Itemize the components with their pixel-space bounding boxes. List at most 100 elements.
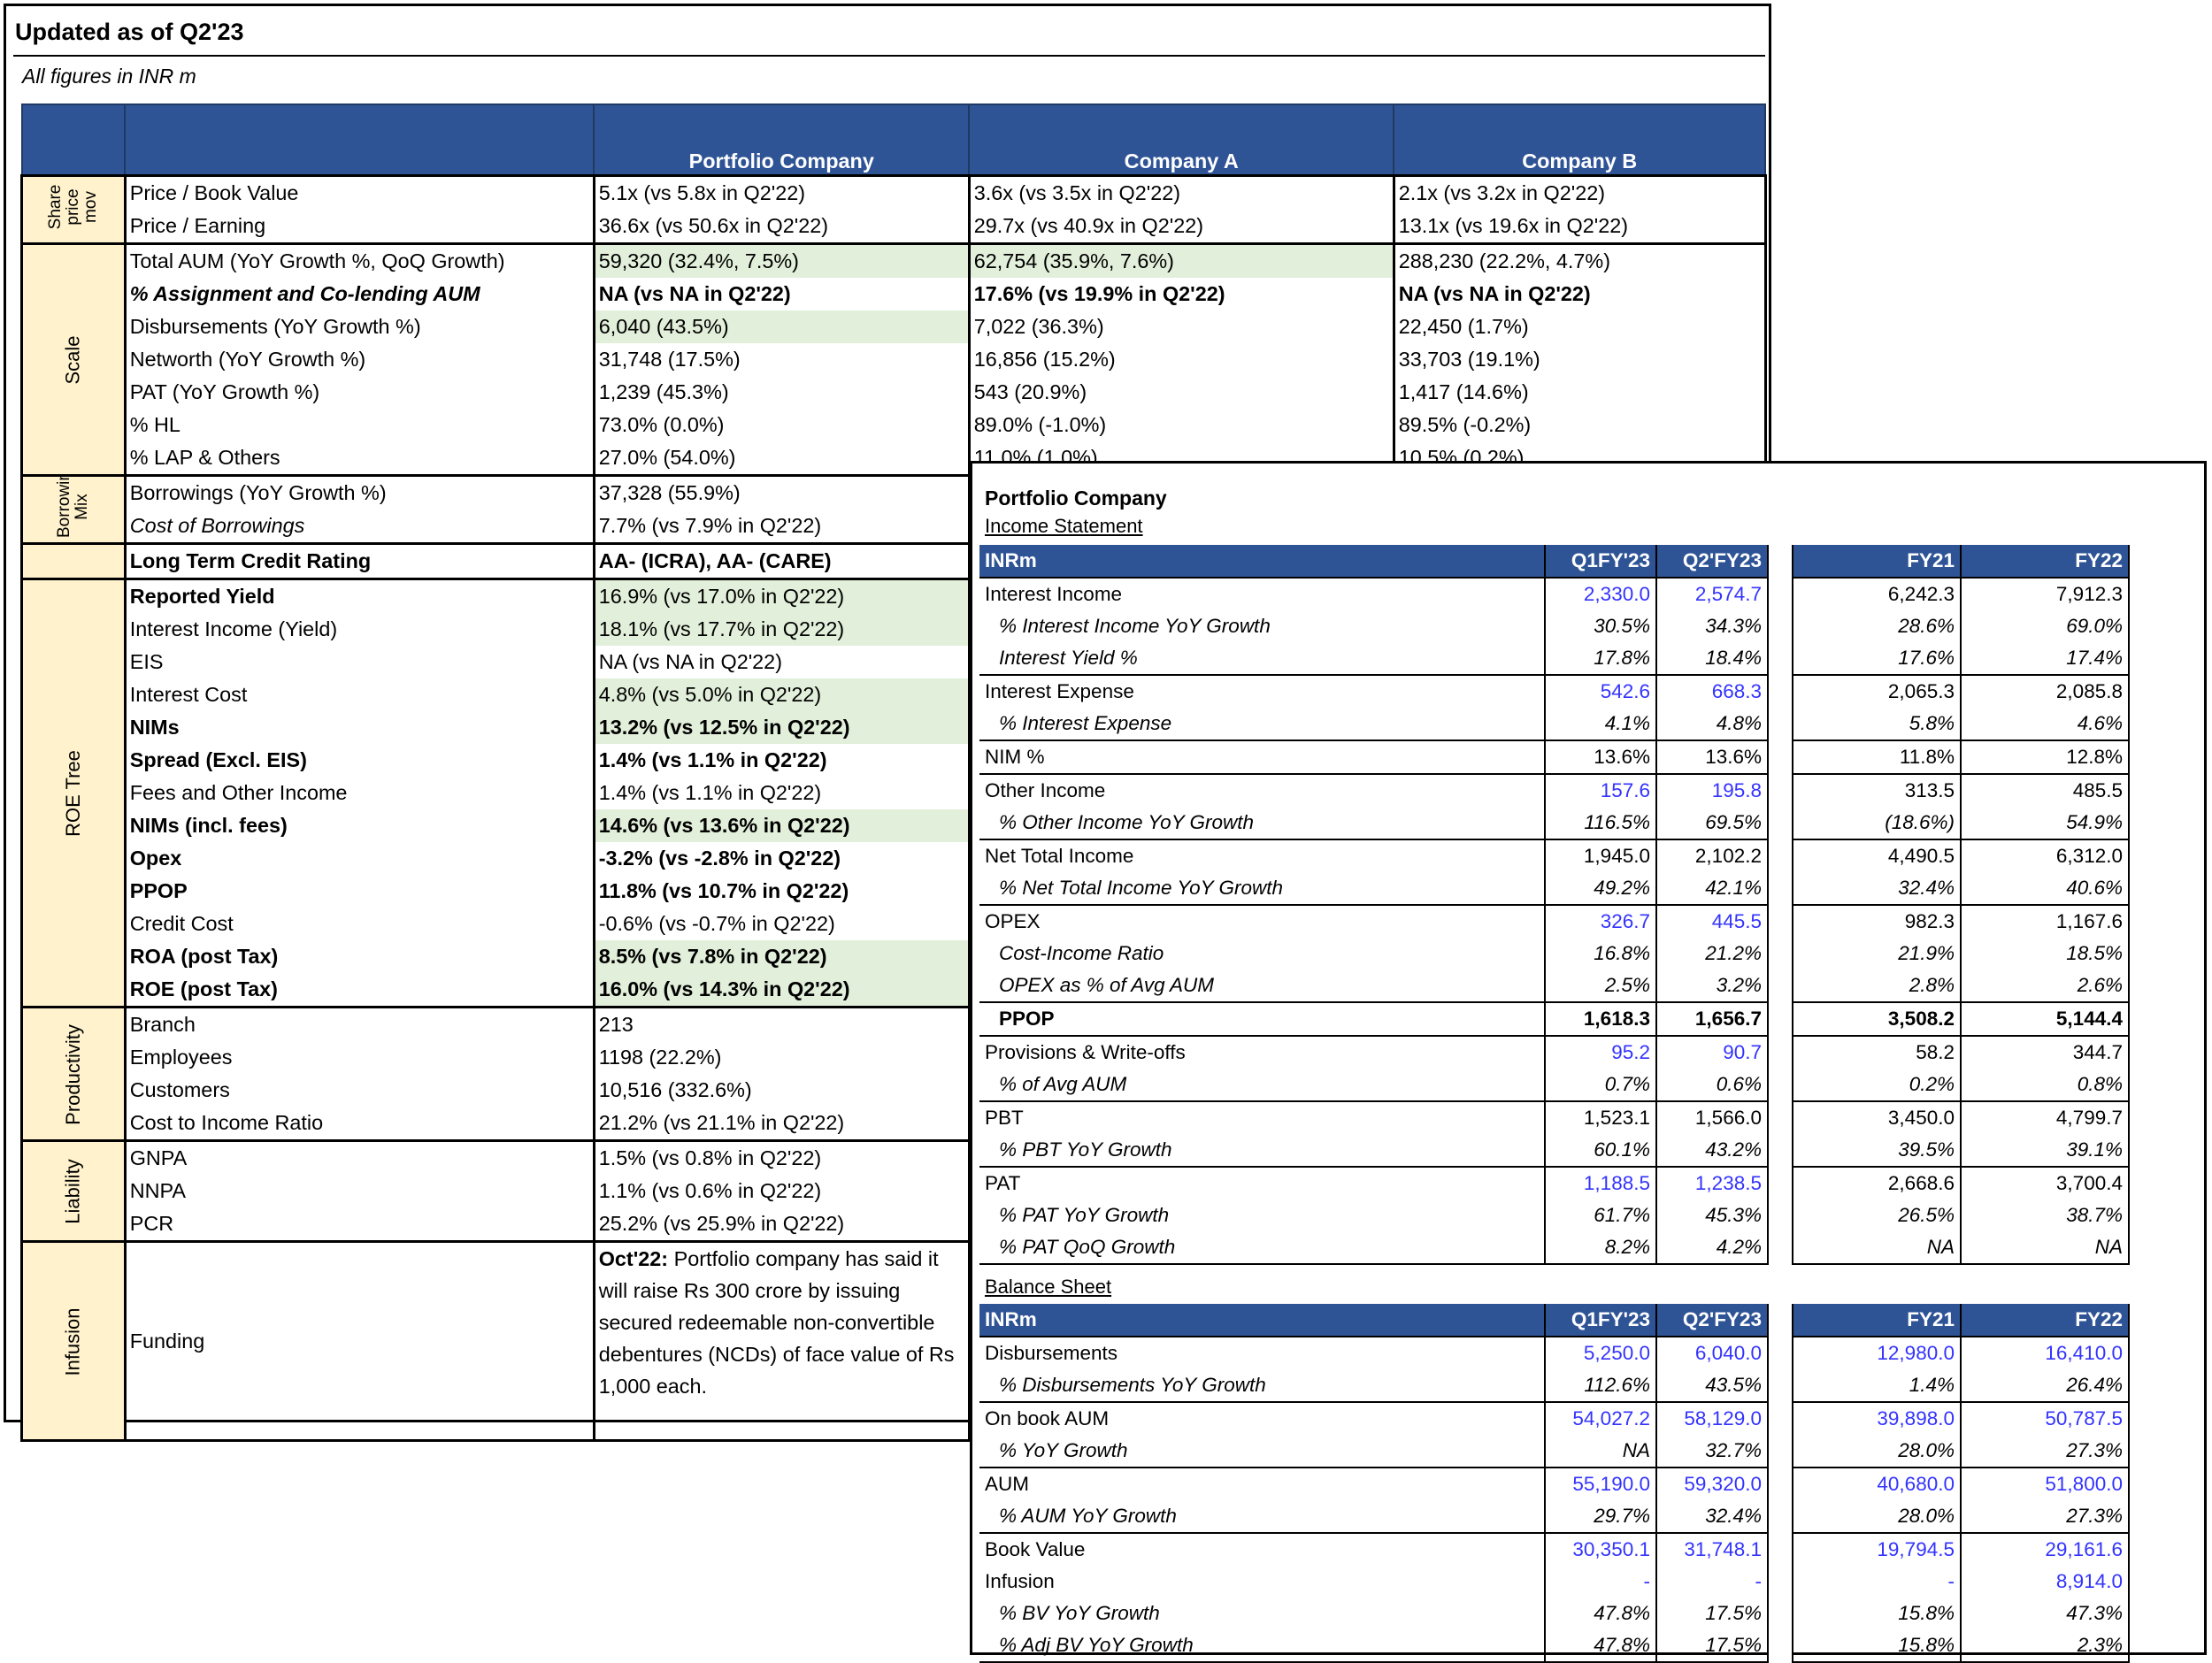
value-fy21: - xyxy=(1792,1566,1961,1598)
column-gap xyxy=(1768,1598,1793,1629)
line-item-label: Interest Yield % xyxy=(999,647,1138,669)
column-gap xyxy=(1768,610,1793,642)
value-fy22: 16,410.0 xyxy=(1960,1336,2130,1369)
line-item-label: PPOP xyxy=(979,1001,1545,1036)
line-item-label: PBT xyxy=(979,1100,1545,1134)
header-portfolio-company: Portfolio Company xyxy=(593,103,971,177)
metric-label: Spread (Excl. EIS) xyxy=(123,744,595,777)
line-item-label: PAT xyxy=(979,1166,1545,1199)
value-q2: 1,566.0 xyxy=(1655,1100,1769,1134)
column-gap xyxy=(1768,642,1793,675)
company-a-value: 17.6% (vs 19.9% in Q2'22) xyxy=(967,278,1395,310)
metric-label: Opex xyxy=(123,842,595,875)
value-q1: 30.5% xyxy=(1544,610,1656,642)
row-group-label: Liability xyxy=(20,1139,127,1243)
table-row: % LAP & Others 27.0% (54.0%) 11.0% (1.0%) 1… xyxy=(22,441,1767,476)
line-item-label: Disbursements xyxy=(979,1336,1545,1369)
financials-row: Interest Expense 542.6 668.3 2,065.3 2,085.8 xyxy=(979,674,2130,708)
company-b-value: 89.5% (-0.2%) xyxy=(1392,409,1767,441)
value-q2: 21.2% xyxy=(1655,938,1769,969)
line-item-label: % Disbursements YoY Growth xyxy=(999,1374,1266,1396)
value-fy21: 19,794.5 xyxy=(1792,1532,1961,1566)
metric-label: PAT (YoY Growth %) xyxy=(123,376,595,409)
metric-label: Customers xyxy=(123,1074,595,1107)
value-q2: 17.5% xyxy=(1655,1629,1769,1663)
value-fy22: 26.4% xyxy=(1960,1369,2130,1402)
metric-label: Borrowings (YoY Growth %) xyxy=(123,474,595,510)
financials-row: OPEX 326.7 445.5 982.3 1,167.6 xyxy=(979,904,2130,938)
table-row: Disbursements (YoY Growth %) 6,040 (43.5%… xyxy=(22,310,1767,343)
metric-label: Networth (YoY Growth %) xyxy=(123,343,595,376)
value-q1: 542.6 xyxy=(1544,674,1656,708)
metric-label: NIMs (incl. fees) xyxy=(123,809,595,842)
company-a-value: 29.7x (vs 40.9x in Q2'22) xyxy=(967,210,1395,244)
column-gap xyxy=(1768,1167,1793,1199)
value-q2: 18.4% xyxy=(1655,642,1769,675)
funding-note: Portfolio company has said it will raise… xyxy=(598,1247,955,1398)
metric-label: Interest Cost xyxy=(123,678,595,711)
table-row: % Assignment and Co-lending AUM NA (vs NA… xyxy=(22,278,1767,310)
portfolio-company-value: NA (vs NA in Q2'22) xyxy=(592,646,971,678)
financials-title: Portfolio Company xyxy=(985,487,1167,510)
value-fy22: 7,912.3 xyxy=(1960,577,2130,610)
value-q2: 43.5% xyxy=(1655,1369,1769,1402)
line-item-label: Other Income xyxy=(979,773,1545,807)
portfolio-company-value: 7.7% (vs 7.9% in Q2'22) xyxy=(592,510,971,544)
financials-row: OPEX as % of Avg AUM 2.5% 3.2% 2.8% 2.6% xyxy=(979,969,2130,1002)
financials-row: Disbursements 5,250.0 6,040.0 12,980.0 16,41… xyxy=(979,1336,2130,1369)
line-item-label: % Net Total Income YoY Growth xyxy=(999,877,1284,899)
value-q1: 47.8% xyxy=(1544,1629,1656,1663)
value-q1: 8.2% xyxy=(1544,1231,1656,1265)
value-q2: 43.2% xyxy=(1655,1134,1769,1167)
value-fy22: 1,167.6 xyxy=(1960,904,2130,938)
line-item-label: Cost-Income Ratio xyxy=(999,942,1164,964)
value-fy21: NA xyxy=(1792,1231,1961,1265)
value-fy22: 4.6% xyxy=(1960,708,2130,740)
portfolio-company-value: 213 xyxy=(592,1006,971,1041)
financials-row: % AUM YoY Growth 29.7% 32.4% 28.0% 27.3% xyxy=(979,1500,2130,1533)
portfolio-company-value: 13.2% (vs 12.5% in Q2'22) xyxy=(592,711,971,744)
row-group-text: Scale xyxy=(61,335,84,385)
row-group-label: Scale xyxy=(20,242,127,477)
value-fy22: 2.3% xyxy=(1960,1629,2130,1663)
metric-label: Branch xyxy=(123,1006,595,1041)
metric-label: PPOP xyxy=(123,875,595,908)
value-fy21: 15.8% xyxy=(1792,1629,1961,1663)
value-q2: 45.3% xyxy=(1655,1199,1769,1231)
portfolio-company-value: 11.8% (vs 10.7% in Q2'22) xyxy=(592,875,971,908)
column-gap xyxy=(1768,1402,1793,1435)
value-fy22: 6,312.0 xyxy=(1960,839,2130,872)
financials-header-row: INRm Q1FY'23 Q2'FY23 FY21 FY22 xyxy=(979,1304,2130,1337)
value-fy21: 39.5% xyxy=(1792,1134,1961,1167)
value-fy22: 27.3% xyxy=(1960,1435,2130,1468)
value-q1: 1,523.1 xyxy=(1544,1100,1656,1134)
metric-label: Disbursements (YoY Growth %) xyxy=(123,310,595,343)
financials-row: AUM 55,190.0 59,320.0 40,680.0 51,800.0 xyxy=(979,1467,2130,1500)
financials-row: Infusion - - -8,914.0 xyxy=(979,1566,2130,1598)
value-q1: 16.8% xyxy=(1544,938,1656,969)
portfolio-company-value: 1.4% (vs 1.1% in Q2'22) xyxy=(592,744,971,777)
metric-label: Credit Cost xyxy=(123,908,595,940)
value-fy22: 29,161.6 xyxy=(1960,1532,2130,1566)
table-row: Networth (YoY Growth %) 31,748 (17.5%) 16,… xyxy=(22,343,1767,376)
financials-row: % Interest Income YoY Growth 30.5% 34.3% 28… xyxy=(979,610,2130,642)
value-q2: 31,748.1 xyxy=(1655,1532,1769,1566)
financials-row: On book AUM 54,027.2 58,129.0 39,898.0 50,78… xyxy=(979,1401,2130,1435)
value-q2: 6,040.0 xyxy=(1655,1336,1769,1369)
column-gap xyxy=(1768,1101,1793,1134)
line-item-label: Net Total Income xyxy=(979,839,1545,872)
value-fy21: 32.4% xyxy=(1792,872,1961,905)
value-q2: 0.6% xyxy=(1655,1069,1769,1101)
financials-row: PPOP 1,618.3 1,656.7 3,508.2 5,144.4 xyxy=(979,1001,2130,1036)
value-q2: 1,238.5 xyxy=(1655,1166,1769,1199)
financials-sheet: Portfolio Company Income Statement INRm Q… xyxy=(970,461,2207,1663)
column-gap xyxy=(1768,938,1793,969)
financials-row: % of Avg AUM 0.7% 0.6% 0.2% 0.8% xyxy=(979,1069,2130,1101)
table-row: PAT (YoY Growth %) 1,239 (45.3%) 543 (20.9… xyxy=(22,376,1767,409)
value-fy21: 39,898.0 xyxy=(1792,1401,1961,1435)
company-a-value: 543 (20.9%) xyxy=(967,376,1395,409)
value-q1: 60.1% xyxy=(1544,1134,1656,1167)
value-fy21: 28.0% xyxy=(1792,1500,1961,1533)
value-fy21: 17.6% xyxy=(1792,642,1961,675)
value-q2: 32.4% xyxy=(1655,1500,1769,1533)
